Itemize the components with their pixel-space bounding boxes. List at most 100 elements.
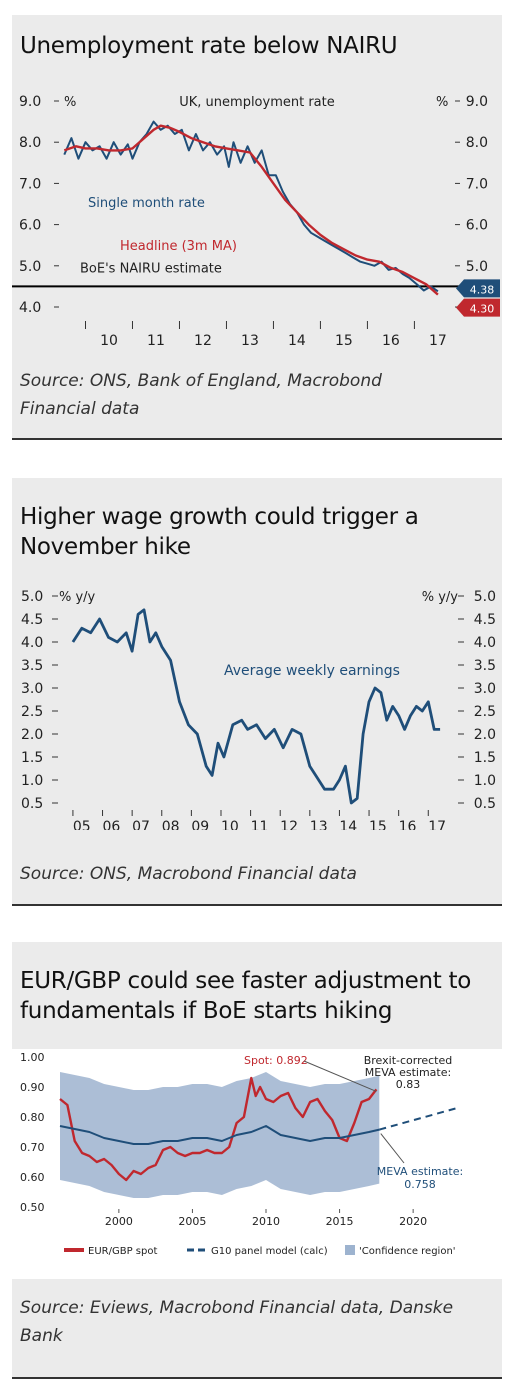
end-label-text: 4.38 [470,283,495,296]
y-tick-label-right: 6.0 [466,218,488,234]
chart-source: Source: ONS, Macrobond Financial data [20,864,357,884]
x-tick-label: 06 [103,819,121,830]
x-tick-label: 15 [335,333,353,349]
y-tick-label-left: 3.0 [21,681,43,697]
wage-growth-chart: 0.5 0.5 1.0 1.0 1.5 1.5 2.0 2.0 2.5 2.5 3.0 3.0 3.5 3… [21,589,496,830]
y-tick-label-left: 6.0 [19,218,41,234]
chart-panel-unemployment: Unemployment rate below NAIRU 4.04.05.05… [12,15,502,440]
y-tick-label-left: 7.0 [19,176,41,192]
chart-plot-area: 0.5 0.5 1.0 1.0 1.5 1.5 2.0 2.0 2.5 2.5 3.0 3.0 3.5 3… [12,578,502,830]
y-tick-label-right: 2.5 [474,704,496,720]
y-tick-label-right: 1.0 [474,773,496,789]
nairu-label: BoE's NAIRU estimate [80,261,222,276]
y-unit-left: % y/y [59,590,96,605]
chart-panel-eurgbp: EUR/GBP could see faster adjustment to f… [12,942,502,1379]
y-tick-label-left: 3.5 [21,658,43,674]
y-tick-label-left: 8.0 [19,135,41,151]
y-tick-label-left: 4.0 [21,635,43,651]
chart-plot-area: 4.04.05.05.06.06.07.07.08.08.09.09.0%%UK… [12,89,502,371]
x-tick-label: 05 [73,819,91,830]
chart-inner-title: UK, unemployment rate [179,95,335,110]
series-line-0 [63,120,439,293]
series-line-1 [63,124,439,296]
legend-label-spot: EUR/GBP spot [88,1246,157,1257]
y-tick-label-left: 0.5 [21,796,43,812]
y-tick-label: 0.60 [20,1171,45,1184]
x-tick-label: 17 [428,819,446,830]
y-tick-label-right: 2.0 [474,727,496,743]
y-tick-label-right: 3.0 [474,681,496,697]
y-tick-label-right: 5.0 [474,589,496,605]
chart-title: EUR/GBP could see faster adjustment to f… [20,968,471,1024]
y-tick-label-right: 9.0 [466,94,488,110]
x-tick-label: 12 [194,333,212,349]
y-tick-label-left: 5.0 [21,589,43,605]
series-label-single-month: Single month rate [88,196,205,211]
x-tick-label: 13 [310,819,328,830]
eurgbp-chart: 0.50 0.60 0.70 0.80 0.90 1.00 2000 2005 2010 2015… [20,1051,463,1257]
y-tick-label-left: 4.5 [21,612,43,628]
unemployment-chart: 4.04.05.05.06.06.07.07.08.08.09.09.0%%UK… [12,94,500,349]
x-tick-label: 16 [399,819,417,830]
x-tick-label: 10 [100,333,118,349]
y-tick-label-right: 7.0 [466,176,488,192]
chart-title: Unemployment rate below NAIRU [20,33,398,59]
annotation-meva-line: MEVA estimate: [377,1165,463,1178]
y-tick-label-left: 9.0 [19,94,41,110]
x-tick-label: 2005 [178,1215,206,1228]
x-tick-label: 11 [147,333,165,349]
x-tick-label: 14 [288,333,306,349]
end-label-text: 4.30 [470,303,495,316]
annotation-meva-line: 0.758 [404,1178,436,1191]
y-tick-label-left: 4.0 [19,300,41,316]
series-line-0 [59,1076,378,1182]
series-line-2 [379,1107,458,1131]
x-tick-label: 2015 [326,1215,354,1228]
chart-plot-area: 0.50 0.60 0.70 0.80 0.90 1.00 2000 2005 2010 2015… [12,1049,502,1279]
x-tick-label: 2020 [399,1215,427,1228]
x-tick-label: 11 [251,819,269,830]
annotation-brexit-line: 0.83 [396,1078,421,1091]
x-tick-label: 08 [162,819,180,830]
chart-title: Higher wage growth could trigger a Novem… [20,504,419,560]
y-tick-label-right: 0.5 [474,796,496,812]
x-tick-label: 2000 [105,1215,133,1228]
x-tick-label: 15 [369,819,387,830]
y-tick-label-left: 2.0 [21,727,43,743]
series-label-awe: Average weekly earnings [224,663,400,679]
x-tick-label: 16 [382,333,400,349]
legend-label-model: G10 panel model (calc) [211,1246,328,1257]
annotation-meva-leader [380,1133,405,1164]
x-tick-label: 13 [241,333,259,349]
end-label-box [456,279,500,298]
y-tick-label-left: 2.5 [21,704,43,720]
series-label-headline: Headline (3m MA) [120,239,237,254]
x-tick-label: 2010 [252,1215,280,1228]
legend-label-band: 'Confidence region' [359,1246,456,1257]
y-tick-label: 0.90 [20,1081,45,1094]
confidence-band [60,1072,380,1198]
series-line-1 [59,1125,380,1145]
y-tick-label: 0.50 [20,1201,45,1214]
y-tick-label: 0.80 [20,1111,45,1124]
annotation-brexit-line: MEVA estimate: [365,1066,451,1079]
y-tick-label-left: 1.5 [21,750,43,766]
annotation-brexit-line: Brexit-corrected [364,1054,453,1067]
y-tick-label: 0.70 [20,1141,45,1154]
y-tick-label-left: 1.0 [21,773,43,789]
x-tick-label: 14 [339,819,357,830]
x-tick-label: 07 [132,819,150,830]
x-tick-label: 12 [280,819,298,830]
x-tick-label: 10 [221,819,239,830]
y-tick-label-right: 8.0 [466,135,488,151]
end-label-box [456,298,500,317]
annotation-spot: Spot: 0.892 [244,1054,308,1067]
legend-swatch-band [345,1245,355,1255]
series-line-awe [71,608,441,805]
y-tick-label: 1.00 [20,1051,45,1064]
y-tick-label-right: 5.0 [466,259,488,275]
y-tick-label-right: 4.0 [474,635,496,651]
y-tick-label-right: 4.5 [474,612,496,628]
y-unit-right: % [436,95,448,110]
y-tick-label-left: 5.0 [19,259,41,275]
